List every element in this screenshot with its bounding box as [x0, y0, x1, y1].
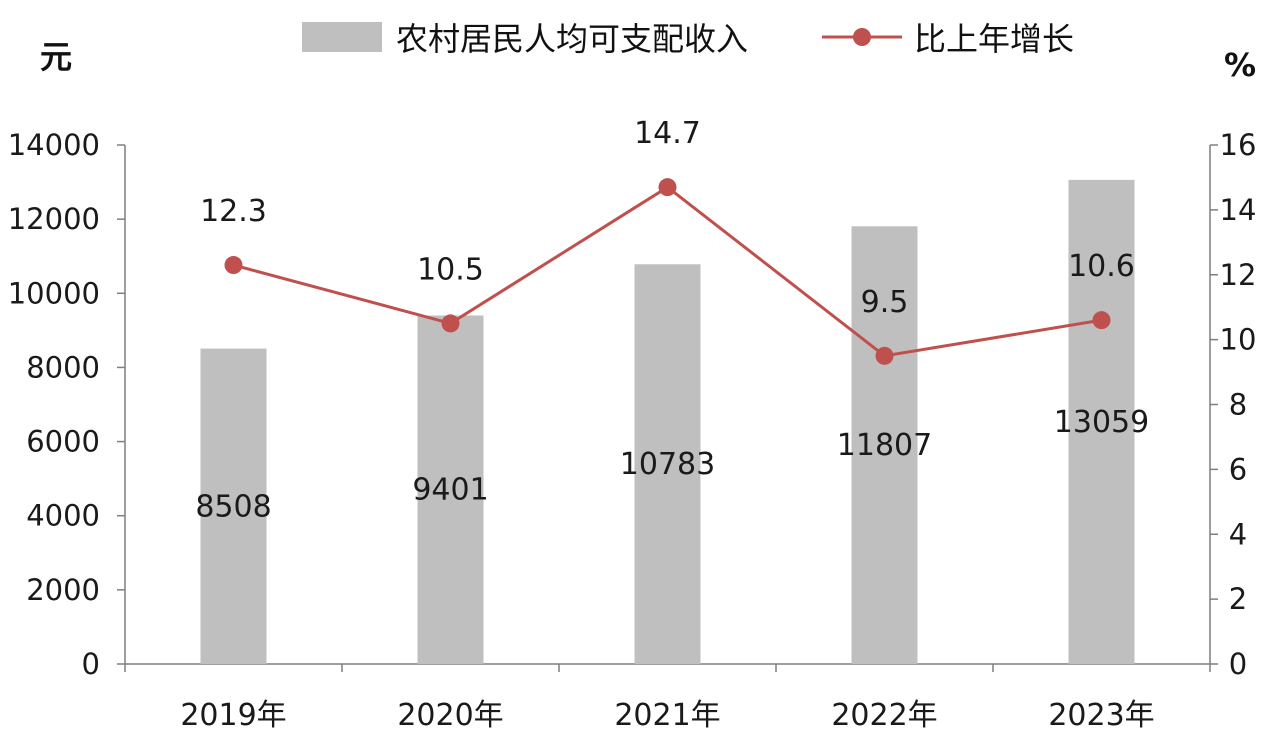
y-right-tick-label: 4 — [1229, 517, 1247, 551]
legend-bar-label: 农村居民人均可支配收入 — [396, 20, 748, 58]
y-left-ticks: 0 2000 4000 6000 8000 10000 12000 14000 — [8, 128, 125, 681]
y-right-tick-label: 6 — [1229, 452, 1247, 486]
y-right-tick-label: 0 — [1229, 647, 1247, 681]
bar — [200, 348, 267, 664]
y-right-ticks: 0 2 4 6 8 10 12 14 16 — [1210, 128, 1256, 681]
bar-value-label: 10783 — [620, 447, 715, 482]
y-left-tick-label: 8000 — [26, 350, 100, 384]
line-value-label: 10.6 — [1068, 249, 1135, 284]
y-right-tick-label: 14 — [1220, 193, 1257, 227]
legend: 农村居民人均可支配收入 比上年增长 — [302, 20, 1074, 58]
line-point — [875, 346, 894, 365]
y-left-tick-label: 6000 — [26, 425, 100, 459]
bar-value-label: 11807 — [837, 428, 932, 463]
y-right-tick-label: 2 — [1229, 582, 1247, 616]
line-value-label: 12.3 — [200, 194, 267, 229]
y-left-tick-label: 12000 — [8, 202, 100, 236]
bar — [1068, 179, 1135, 664]
y-right-tick-label: 8 — [1229, 388, 1247, 422]
line-series — [224, 178, 1111, 365]
line-value-label: 10.5 — [417, 252, 484, 287]
y-left-tick-label: 4000 — [26, 499, 100, 533]
line-point — [224, 256, 243, 275]
bar — [851, 226, 918, 664]
bar — [634, 264, 701, 664]
y-left-tick-label: 2000 — [26, 573, 100, 607]
x-ticks: 2019年 2020年 2021年 2022年 2023年 — [124, 664, 1211, 733]
x-tick-label: 2021年 — [614, 698, 720, 733]
x-tick-label: 2019年 — [180, 698, 286, 733]
y-left-unit: 元 — [40, 38, 72, 76]
x-tick-label: 2023年 — [1048, 698, 1154, 733]
legend-line-marker — [853, 28, 871, 46]
line-point — [658, 178, 677, 197]
bar-value-label: 9401 — [412, 473, 488, 508]
y-right-tick-label: 10 — [1220, 323, 1257, 357]
line-point — [441, 314, 460, 333]
legend-bar-swatch — [302, 22, 382, 52]
y-right-tick-label: 12 — [1220, 258, 1257, 292]
x-tick-label: 2022年 — [831, 698, 937, 733]
line-value-label: 9.5 — [861, 285, 909, 320]
y-right-tick-label: 16 — [1220, 128, 1257, 162]
line-value-label: 14.7 — [634, 116, 701, 151]
x-tick-label: 2020年 — [397, 698, 503, 733]
bar-series — [200, 179, 1135, 664]
bar — [417, 315, 484, 664]
y-left-tick-label: 14000 — [8, 128, 100, 162]
y-left-tick-label: 10000 — [8, 276, 100, 310]
y-left-tick-label: 0 — [82, 647, 100, 681]
line-point — [1092, 311, 1111, 330]
y-right-unit: % — [1224, 46, 1256, 84]
legend-line-label: 比上年增长 — [914, 20, 1074, 58]
bar-value-labels: 8508 9401 10783 11807 13059 — [195, 405, 1149, 524]
bar-value-label: 8508 — [195, 489, 271, 524]
line-value-labels: 12.3 10.5 14.7 9.5 10.6 — [200, 116, 1135, 320]
bar-value-label: 13059 — [1054, 405, 1149, 440]
